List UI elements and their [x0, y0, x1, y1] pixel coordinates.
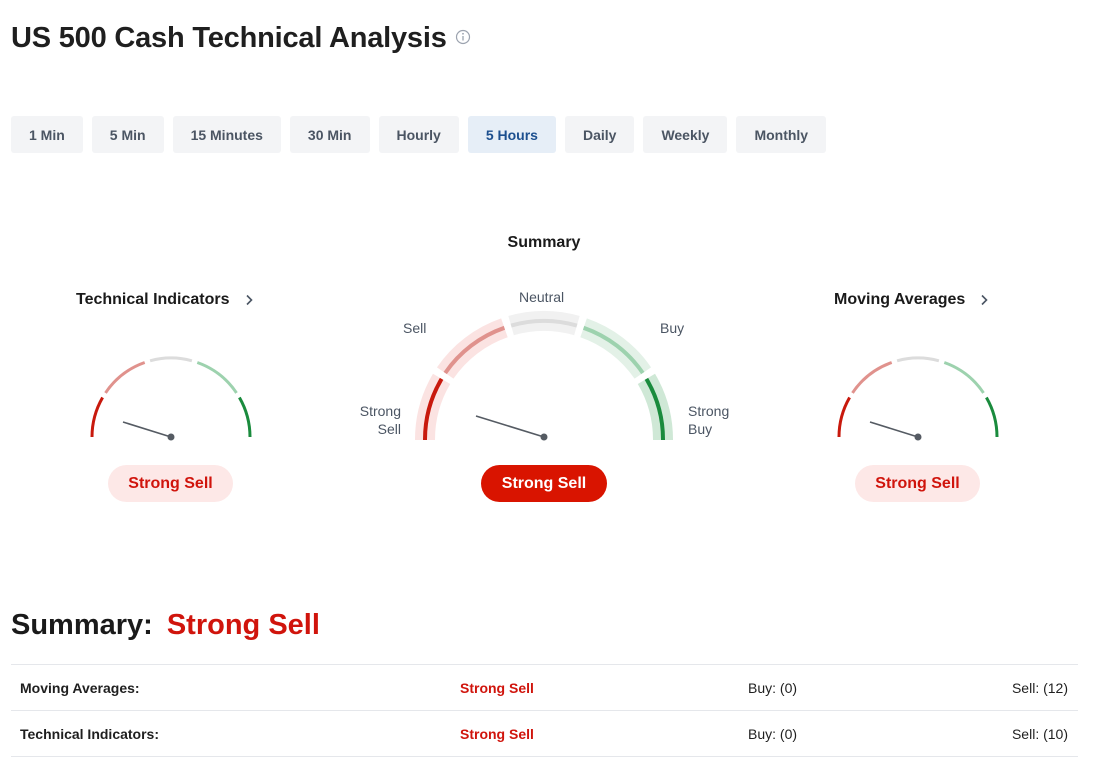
gauge-band-sell — [436, 318, 508, 379]
info-circle-icon[interactable] — [455, 29, 471, 45]
technical-indicators-link[interactable]: Technical Indicators — [76, 291, 254, 309]
gauge-pivot — [167, 433, 175, 441]
tab-30-min[interactable]: 30 Min — [289, 116, 370, 153]
chevron-right-icon — [245, 294, 253, 306]
gauge-segment-strong-buy — [985, 396, 999, 438]
gauge-segment-neutral — [896, 356, 940, 363]
gauge-segment-neutral — [510, 318, 578, 328]
gauge-needle — [869, 421, 919, 438]
summary-gauge — [414, 310, 674, 441]
tab-daily[interactable]: Daily — [564, 116, 635, 153]
row-name: Moving Averages: — [20, 680, 140, 696]
row-signal: Strong Sell — [460, 726, 534, 742]
gauge-needle — [475, 415, 545, 438]
gauge-band-buy — [580, 318, 652, 379]
gauge-segment-strong-buy — [644, 377, 666, 441]
gauge-pivot — [540, 433, 548, 441]
gauge-pivot — [914, 433, 922, 441]
tab-5-hours[interactable]: 5 Hours — [467, 116, 556, 153]
tab-monthly[interactable]: Monthly — [736, 116, 827, 153]
technical-indicators-gauge — [90, 356, 252, 441]
gauge-segment-neutral — [149, 356, 193, 363]
row-name: Technical Indicators: — [20, 726, 159, 742]
row-sell-count: Sell: (10) — [1011, 726, 1068, 742]
gauge-segment-sell — [851, 361, 893, 394]
summary-line: Summary: Strong Sell — [11, 609, 320, 642]
moving-averages-result-badge: Strong Sell — [855, 465, 980, 502]
moving-averages-title: Moving Averages — [834, 291, 966, 308]
timeframe-tabs: 1 Min 5 Min 15 Minutes 30 Min Hourly 5 H… — [11, 116, 827, 153]
moving-averages-link[interactable]: Moving Averages — [834, 291, 989, 309]
summary-result-badge: Strong Sell — [481, 465, 607, 502]
gauge-needle — [122, 421, 172, 438]
gauge-label-strong-sell: Strong Sell — [359, 403, 401, 437]
gauge-segment-strong-buy — [238, 396, 252, 438]
summary-value: Strong Sell — [166, 609, 320, 641]
row-buy-count: Buy: (0) — [748, 680, 798, 696]
summary-label: Summary: — [11, 609, 153, 641]
gauge-segment-sell — [443, 325, 506, 375]
chevron-right-icon — [981, 294, 988, 306]
technical-indicators-title: Technical Indicators — [76, 291, 230, 308]
table-row: Moving Averages: Strong Sell Buy: (0) Se… — [11, 665, 1078, 711]
gauge-segment-strong-sell — [837, 396, 851, 438]
tab-15-minutes[interactable]: 15 Minutes — [172, 116, 281, 153]
moving-averages-gauge — [837, 356, 999, 441]
gauge-segment-sell — [104, 361, 146, 394]
gauge-label-sell: Sell — [403, 320, 427, 336]
tab-hourly[interactable]: Hourly — [378, 116, 459, 153]
summary-table: Moving Averages: Strong Sell Buy: (0) Se… — [11, 664, 1078, 757]
row-sell-count: Sell: (12) — [1011, 680, 1068, 696]
row-signal: Strong Sell — [460, 680, 534, 696]
technical-indicators-result-badge: Strong Sell — [108, 465, 233, 502]
gauge-label-strong-buy: Strong Buy — [688, 403, 730, 437]
gauge-segment-buy — [582, 325, 645, 375]
gauge-label-neutral: Neutral — [519, 289, 565, 305]
table-row: Technical Indicators: Strong Sell Buy: (… — [11, 711, 1078, 757]
summary-gauge-heading: Summary — [507, 234, 581, 251]
gauge-segment-strong-sell — [90, 396, 104, 438]
gauge-label-buy: Buy — [660, 320, 685, 336]
row-buy-count: Buy: (0) — [748, 726, 798, 742]
tab-5-min[interactable]: 5 Min — [91, 116, 164, 153]
page-title: US 500 Cash Technical Analysis — [11, 22, 447, 54]
tab-1-min[interactable]: 1 Min — [11, 116, 83, 153]
gauge-segment-buy — [196, 361, 238, 394]
gauge-segment-strong-sell — [422, 377, 444, 441]
tab-weekly[interactable]: Weekly — [643, 116, 728, 153]
gauge-segment-buy — [943, 361, 985, 394]
title-row: US 500 Cash Technical Analysis — [11, 22, 471, 55]
